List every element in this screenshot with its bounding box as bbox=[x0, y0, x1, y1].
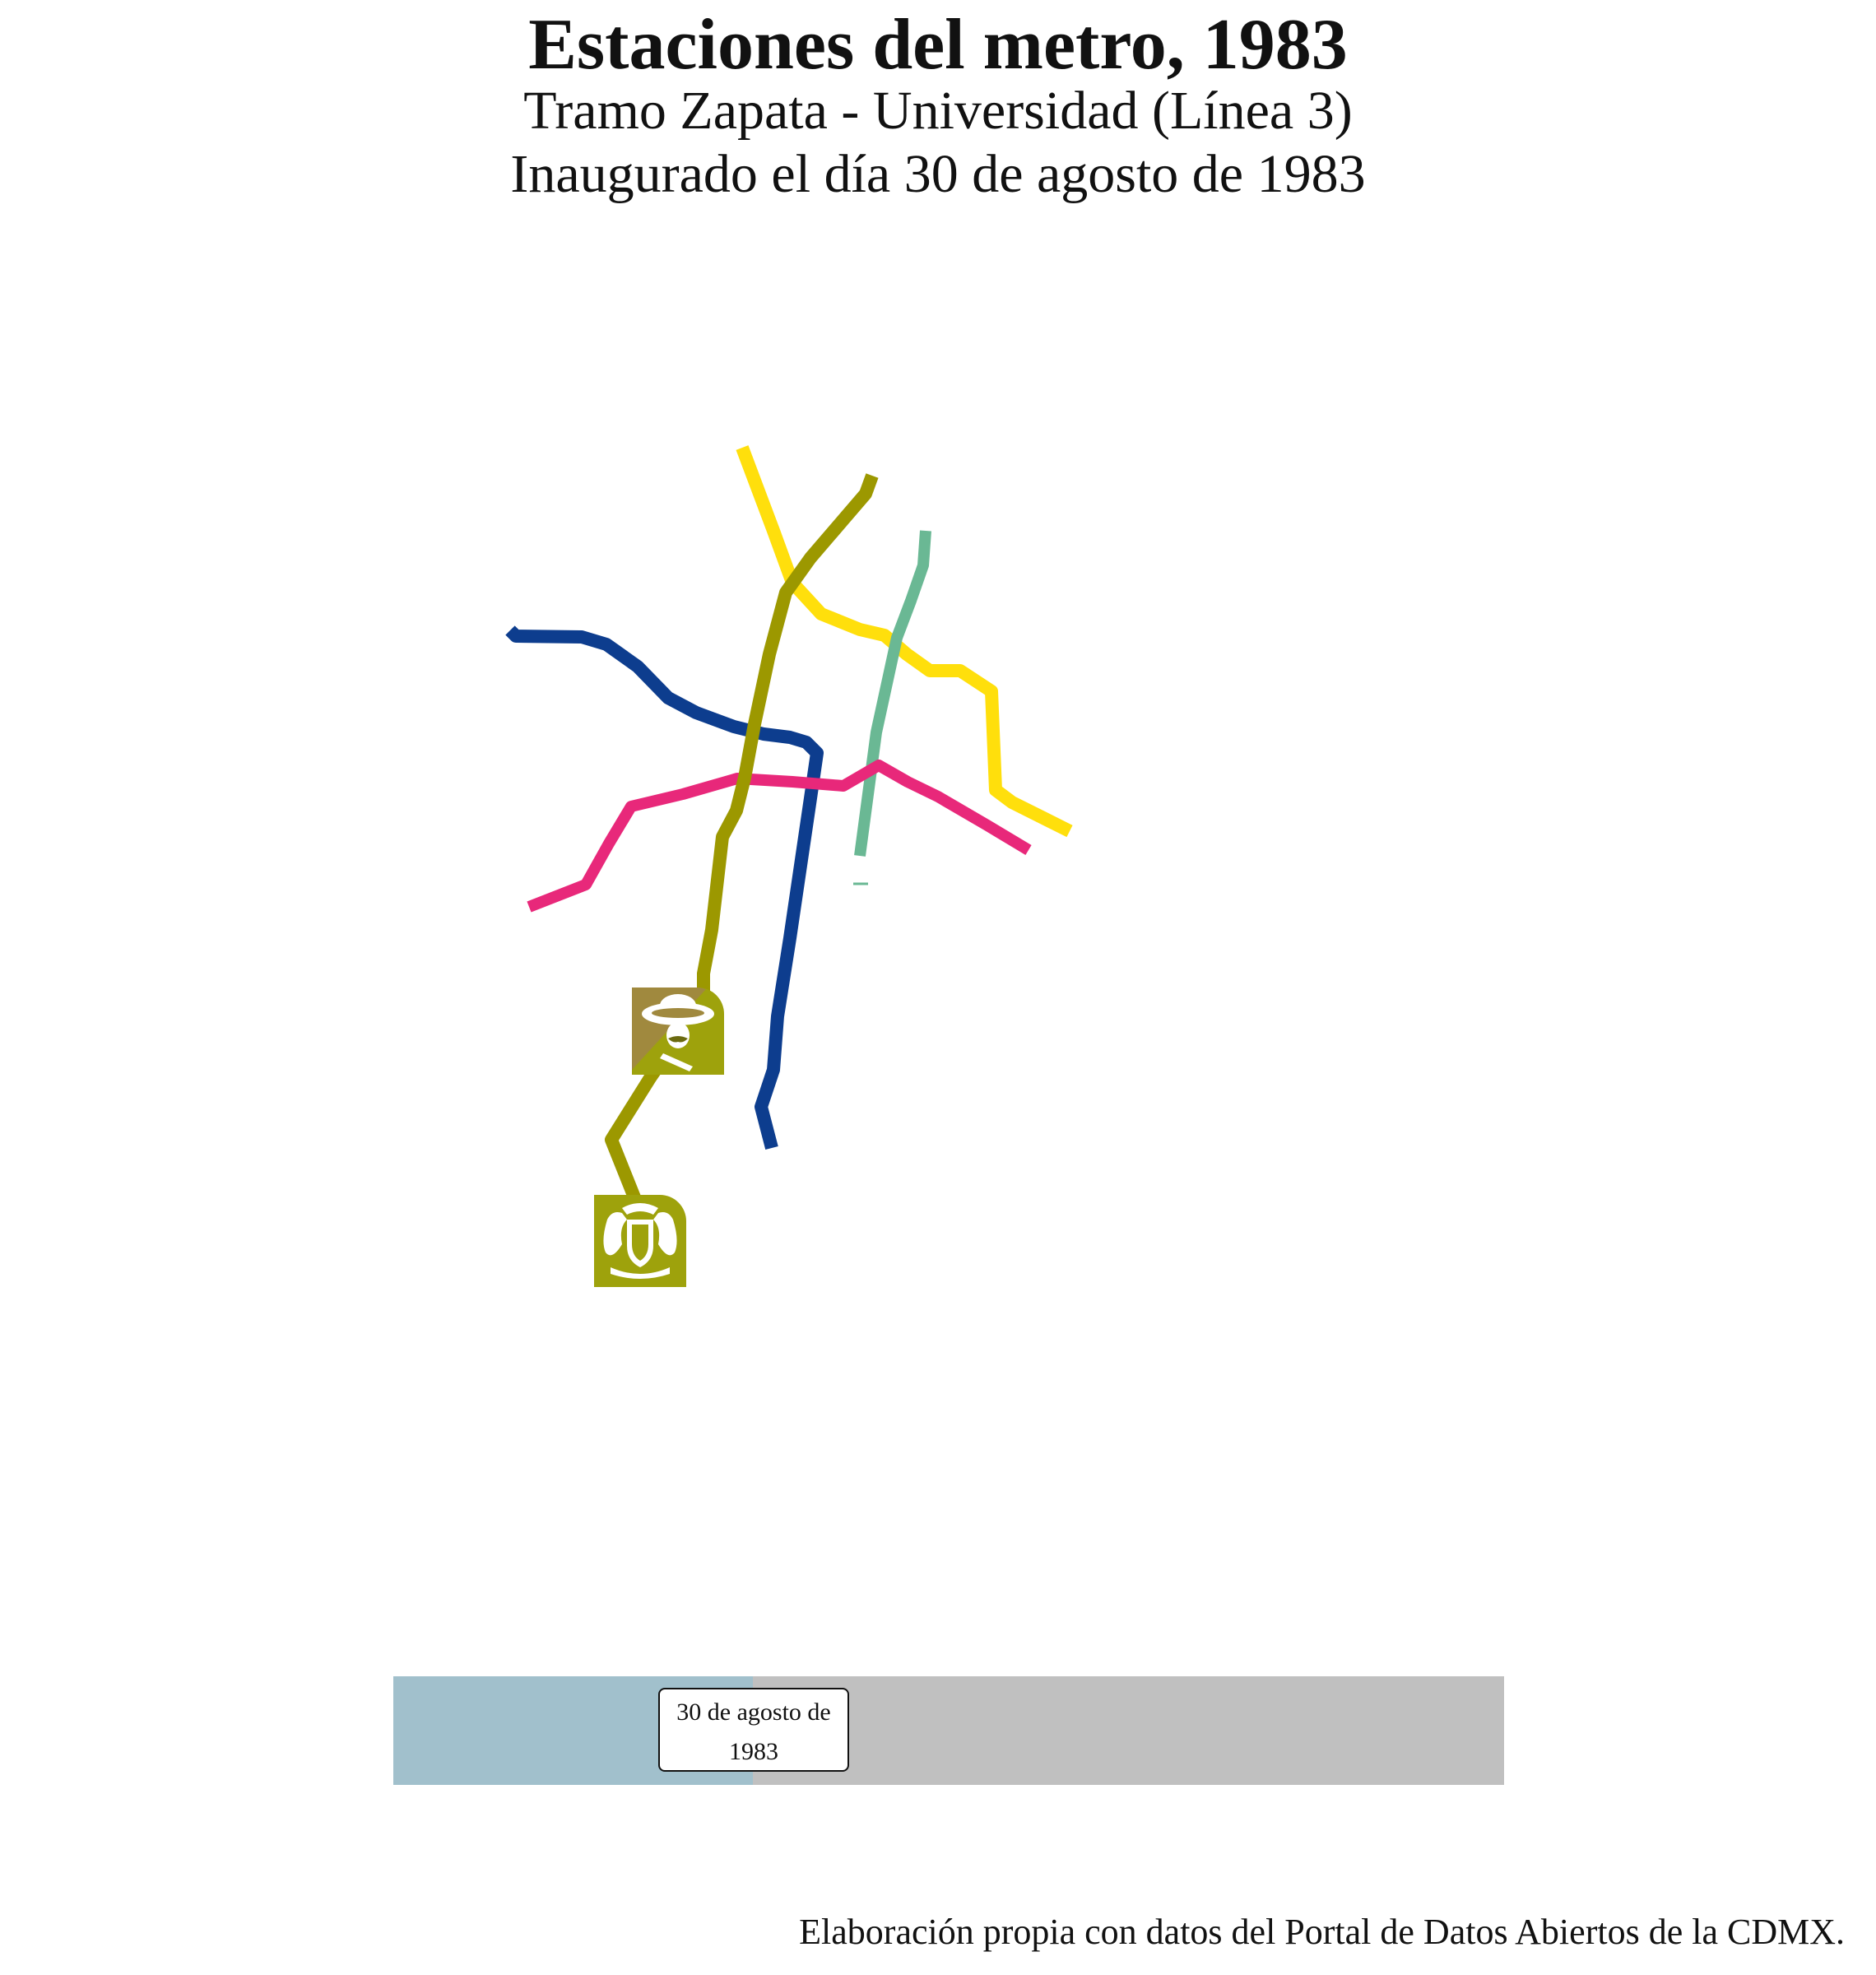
zapata-bandolier bbox=[660, 1053, 693, 1071]
line-1-route bbox=[527, 760, 1032, 913]
zapata-mustache bbox=[668, 1036, 688, 1043]
unam-condor bbox=[653, 1212, 677, 1256]
line-5-route bbox=[736, 445, 1073, 838]
unam-eagle bbox=[603, 1212, 627, 1256]
timeline-date-line-2: 1983 bbox=[729, 1738, 778, 1765]
line-3-route bbox=[605, 473, 879, 1208]
timeline-slider[interactable]: 30 de agosto de 1983 bbox=[393, 1676, 1504, 1785]
zapata-face bbox=[666, 1022, 690, 1048]
universidad-station-icon[interactable] bbox=[594, 1195, 686, 1287]
unam-crest-shield-inner bbox=[632, 1224, 648, 1261]
sombrero-band bbox=[652, 1008, 704, 1018]
unam-crest-top bbox=[622, 1203, 658, 1215]
page-title: Estaciones del metro, 1983 bbox=[528, 5, 1348, 85]
inauguration-date: Inaugurado el día 30 de agosto de 1983 bbox=[510, 144, 1366, 204]
timeline-date-line-1: 30 de agosto de bbox=[676, 1698, 831, 1726]
line-4-route bbox=[854, 530, 931, 857]
section-subtitle: Tramo Zapata - Universidad (Línea 3) bbox=[523, 81, 1353, 141]
source-note: Elaboración propia con datos del Portal … bbox=[799, 1912, 1845, 1952]
line-2-route bbox=[505, 625, 824, 1150]
zapata-station-icon[interactable] bbox=[632, 988, 724, 1075]
unam-crest-base bbox=[611, 1267, 670, 1279]
timeline-date-label[interactable]: 30 de agosto de 1983 bbox=[658, 1688, 849, 1772]
